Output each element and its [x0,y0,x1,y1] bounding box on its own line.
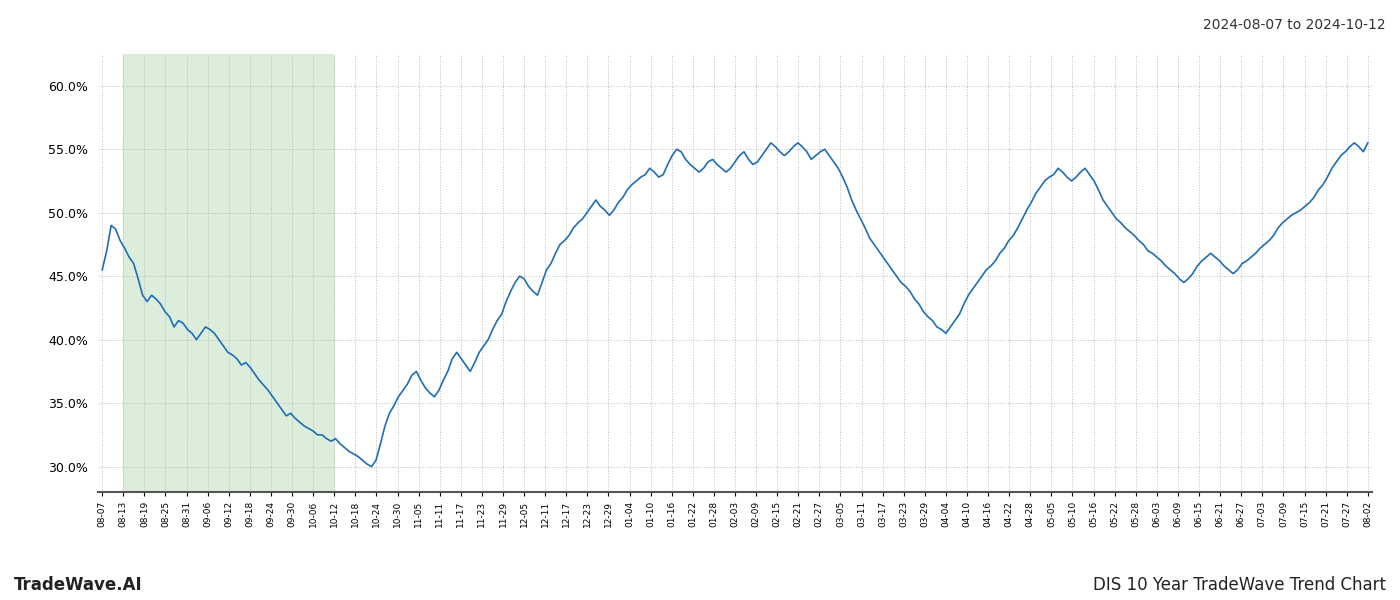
Text: DIS 10 Year TradeWave Trend Chart: DIS 10 Year TradeWave Trend Chart [1093,576,1386,594]
Text: 2024-08-07 to 2024-10-12: 2024-08-07 to 2024-10-12 [1204,18,1386,32]
Bar [123,54,335,492]
Text: TradeWave.AI: TradeWave.AI [14,576,143,594]
